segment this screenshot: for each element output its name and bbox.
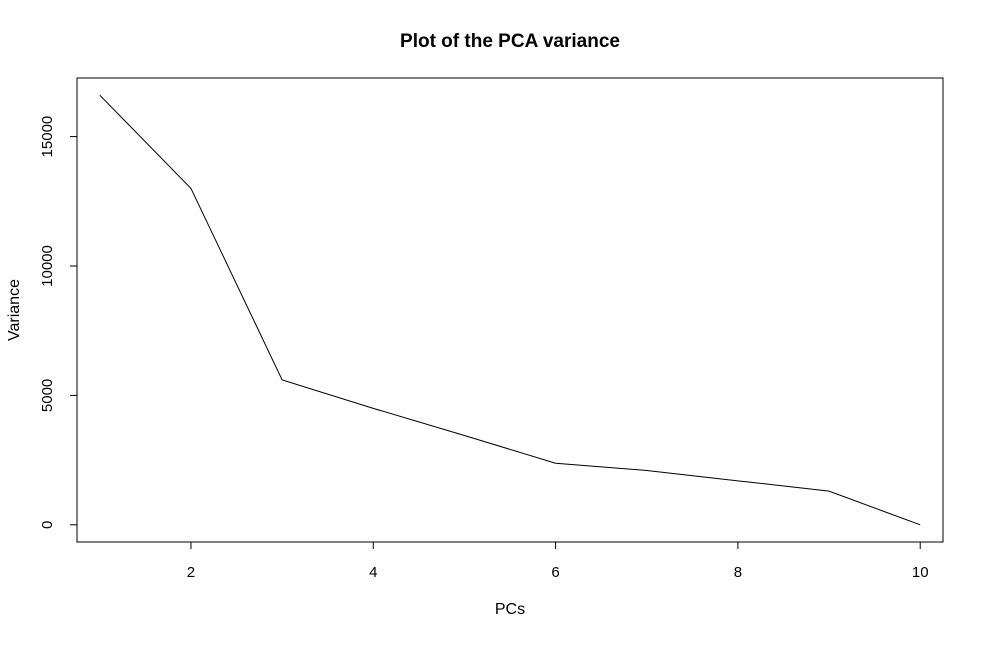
x-axis: 2 4 6 8 10 [187, 542, 929, 581]
x-tick-label: 10 [912, 564, 929, 581]
y-tick-label: 5000 [39, 379, 56, 412]
chart-title: Plot of the PCA variance [400, 31, 620, 52]
x-tick-label: 2 [187, 564, 195, 581]
y-tick-label: 10000 [39, 245, 56, 287]
series-line [100, 95, 920, 525]
plot-frame [77, 78, 943, 542]
y-axis-label: Variance [6, 279, 23, 341]
x-tick-label: 6 [551, 564, 559, 581]
x-tick-label: 4 [369, 564, 377, 581]
y-tick-label: 0 [39, 521, 56, 529]
y-tick-label: 15000 [39, 116, 56, 158]
x-axis-label: PCs [495, 601, 525, 618]
y-axis: 0 5000 10000 15000 [39, 116, 77, 529]
x-tick-label: 8 [734, 564, 742, 581]
series-layer [100, 95, 920, 525]
